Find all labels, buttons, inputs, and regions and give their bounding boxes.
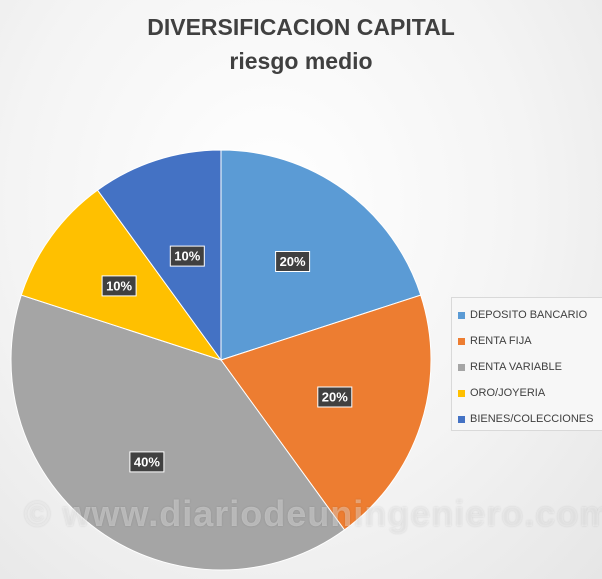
- legend-item-renta-fija: RENTA FIJA: [452, 328, 602, 354]
- legend-swatch: [458, 337, 465, 345]
- data-label-box: [317, 386, 353, 408]
- legend-item-renta-variable: RENTA VARIABLE: [452, 354, 602, 380]
- data-label-box: [275, 251, 311, 272]
- chart-title-block: DIVERSIFICACION CAPITAL riesgo medio: [0, 10, 602, 78]
- data-label: 10%: [106, 278, 132, 293]
- legend-label: DEPOSITO BANCARIO: [470, 309, 588, 321]
- pie-slice-renta-fija: [220, 294, 432, 531]
- data-label-group: 20%: [317, 386, 353, 408]
- chart-legend: DEPOSITO BANCARIO RENTA FIJA RENTA VARIA…: [451, 297, 602, 431]
- legend-item-deposito-bancario: DEPOSITO BANCARIO: [452, 302, 602, 328]
- data-label: 20%: [280, 254, 306, 269]
- chart-title: DIVERSIFICACION CAPITAL: [147, 14, 455, 40]
- legend-swatch: [458, 311, 465, 319]
- data-label: 20%: [322, 390, 348, 405]
- data-label-box: [101, 275, 137, 297]
- legend-swatch: [458, 415, 465, 423]
- legend-swatch: [458, 363, 465, 371]
- data-label-box: [169, 245, 205, 267]
- legend-label: RENTA VARIABLE: [470, 361, 562, 373]
- chart-subtitle: riesgo medio: [229, 48, 373, 74]
- pie-slice-renta-variable: [10, 294, 346, 571]
- pie-slice-deposito-bancario: [220, 149, 422, 361]
- legend-item-oro-joyeria: ORO/JOYERIA: [452, 380, 602, 406]
- legend-label: RENTA FIJA: [470, 335, 532, 347]
- data-label: 10%: [174, 249, 200, 264]
- legend-item-bienes-colecciones: BIENES/COLECCIONES: [452, 406, 602, 432]
- data-label: 40%: [134, 454, 160, 469]
- data-label-group: 20%: [275, 251, 311, 272]
- pie-slice-bienes-colecciones: [96, 149, 222, 362]
- data-label-group: 40%: [129, 451, 165, 473]
- data-label-group: 10%: [101, 275, 137, 297]
- legend-label: BIENES/COLECCIONES: [470, 413, 594, 425]
- pie-slice-oro-joyeria: [20, 189, 223, 361]
- legend-swatch: [458, 389, 465, 397]
- data-label-box: [129, 451, 165, 473]
- legend-label: ORO/JOYERIA: [470, 387, 546, 399]
- data-label-group: 10%: [169, 245, 205, 267]
